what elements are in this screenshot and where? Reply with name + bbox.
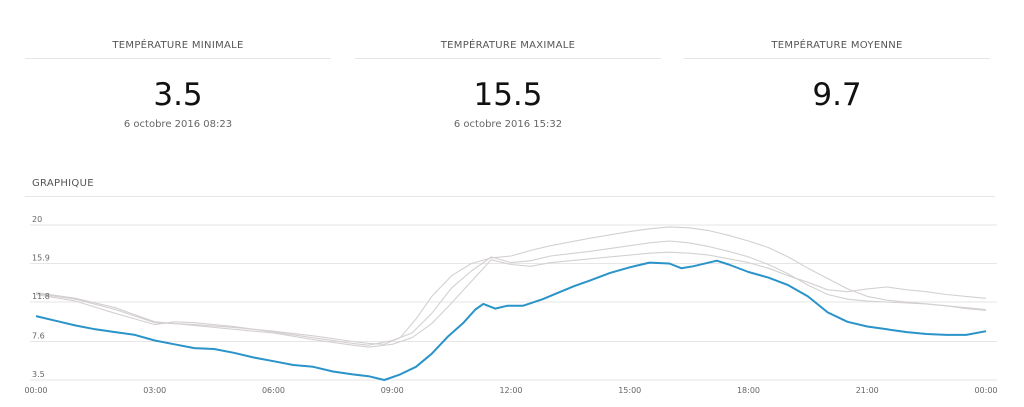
stat-min-value: 3.5 xyxy=(153,77,203,113)
stat-max-temperature: TEMPÉRATURE MAXIMALE 15.5 6 octobre 2016… xyxy=(355,40,661,130)
main-series-layer xyxy=(35,259,987,381)
reference-series-line-1 xyxy=(35,240,987,346)
x-axis-ticks: 00:00 03:00 06:00 09:00 12:00 15:00 18:00 21:00… xyxy=(24,386,997,395)
x-tick-label: 06:00 xyxy=(262,386,285,395)
reference-series-line-3 xyxy=(35,226,987,345)
graph-section-title: GRAPHIQUE xyxy=(32,178,94,189)
stat-min-temperature: TEMPÉRATURE MINIMALE 3.5 6 octobre 2016 … xyxy=(25,40,331,130)
graph-section-divider xyxy=(25,196,995,197)
reference-series-line-2 xyxy=(35,251,987,348)
y-tick-label: 15.9 xyxy=(32,254,50,263)
x-tick-label: 15:00 xyxy=(618,386,641,395)
stat-avg-label: TEMPÉRATURE MOYENNE xyxy=(684,40,990,59)
x-tick-label: 03:00 xyxy=(143,386,166,395)
x-tick-label: 18:00 xyxy=(737,386,760,395)
stat-max-label: TEMPÉRATURE MAXIMALE xyxy=(355,40,661,59)
y-tick-label: 11.8 xyxy=(32,292,50,301)
x-tick-label: 00:00 xyxy=(974,386,997,395)
stat-min-date: 6 octobre 2016 08:23 xyxy=(123,119,233,130)
y-tick-label: 3.5 xyxy=(32,370,45,379)
x-tick-label: 21:00 xyxy=(856,386,879,395)
chart-grid xyxy=(30,224,997,381)
stat-max-value: 15.5 xyxy=(473,77,543,113)
reference-series-layer xyxy=(35,226,987,348)
stat-avg-value: 9.7 xyxy=(812,77,862,113)
x-tick-label: 12:00 xyxy=(499,386,522,395)
y-tick-label: 20 xyxy=(32,215,42,224)
stat-max-date: 6 octobre 2016 15:32 xyxy=(453,119,563,130)
main-temperature-series-line xyxy=(35,259,987,381)
x-tick-label: 09:00 xyxy=(381,386,404,395)
y-tick-label: 7.6 xyxy=(32,331,45,340)
stat-min-label: TEMPÉRATURE MINIMALE xyxy=(25,40,331,59)
x-tick-label: 00:00 xyxy=(24,386,47,395)
stat-avg-temperature: TEMPÉRATURE MOYENNE 9.7 xyxy=(684,40,990,113)
y-axis-ticks: 3.5 7.6 11.8 15.9 20 xyxy=(32,215,50,379)
